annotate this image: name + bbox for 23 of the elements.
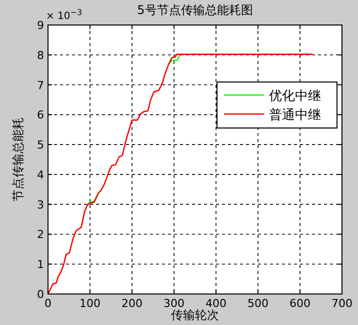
y-tick-label: 2 [37, 228, 44, 242]
y-tick-label: 8 [37, 48, 44, 62]
chart-title: 5号节点传输总能耗图 [137, 3, 253, 17]
x-tick-label: 100 [80, 297, 100, 310]
y-tick-label: 1 [37, 258, 44, 272]
y-tick-label: 5 [37, 138, 44, 152]
legend-label: 普通中继 [269, 107, 321, 123]
y-tick-label: 9 [37, 19, 44, 32]
y-tick-label: 6 [37, 108, 44, 122]
x-tick-label: 300 [164, 297, 184, 310]
y-tick-label: 4 [37, 168, 44, 182]
x-tick-label: 200 [122, 297, 142, 310]
y-tick-label: 3 [37, 198, 44, 212]
y-tick-label: 7 [37, 78, 44, 92]
x-tick-label: 500 [248, 297, 268, 310]
x-tick-label: 700 [332, 297, 352, 310]
legend-label: 优化中继 [269, 89, 321, 104]
x-axis-title: 传输轮次 [171, 308, 219, 322]
y-tick-label: 0 [37, 288, 44, 301]
x-tick-label: 400 [206, 297, 226, 310]
x-tick-label: 600 [290, 297, 310, 310]
y-axis-title: 节点传输总能耗 [11, 118, 25, 202]
text: × 10$^{−3}$ [46, 8, 82, 22]
